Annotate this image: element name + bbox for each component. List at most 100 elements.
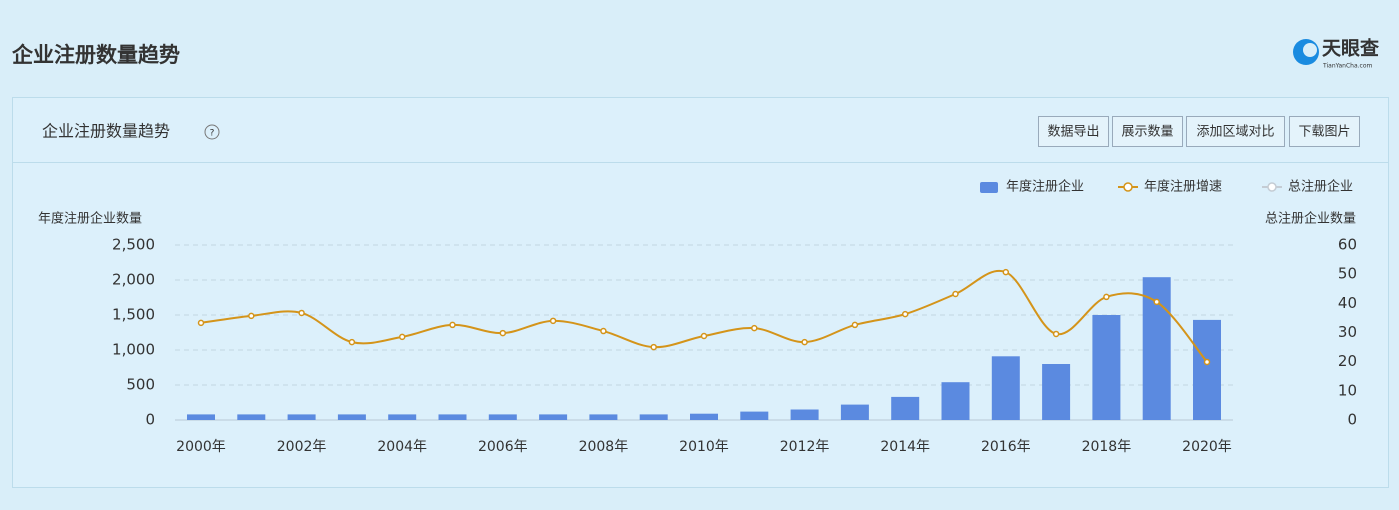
- y-tick-label: 500: [126, 376, 155, 394]
- legend-label[interactable]: 年度注册企业: [1006, 179, 1084, 195]
- button-frame[interactable]: [1112, 116, 1183, 147]
- line-marker: [449, 321, 456, 329]
- bar: [941, 382, 970, 420]
- y-tick-label: 1,500: [112, 306, 155, 324]
- line-marker: [499, 329, 507, 337]
- bar: [539, 414, 568, 420]
- button-label[interactable]: 数据导出: [1047, 125, 1099, 140]
- bar: [1092, 315, 1121, 420]
- x-tick-label: 2006年: [478, 439, 528, 455]
- line-marker: [1002, 268, 1010, 276]
- bar: [488, 414, 517, 420]
- toolbar-button[interactable]: 展示数量: [1112, 116, 1183, 147]
- button-frame[interactable]: [1038, 116, 1109, 147]
- bar: [337, 414, 366, 420]
- line-marker: [952, 290, 959, 298]
- chart: 年度注册企业数量 总注册企业数量 0 500 1,000 1,500 2,000 2,500 0…: [38, 179, 1357, 456]
- legend-item[interactable]: 总注册企业: [1262, 179, 1353, 195]
- toolbar: 数据导出 展示数量 添加区域对比 下载图片: [1038, 116, 1360, 147]
- y2-tick-label: 60: [1338, 236, 1357, 254]
- y2-tick-label: 0: [1347, 411, 1357, 429]
- x-tick-label: 2018年: [1082, 439, 1132, 455]
- bar: [740, 411, 769, 420]
- bar: [287, 414, 316, 420]
- line-marker: [1153, 298, 1160, 306]
- line-marker: [197, 319, 205, 327]
- bar: [237, 414, 266, 420]
- bar: [790, 409, 819, 420]
- x-tick-label: 2004年: [377, 439, 427, 455]
- toolbar-button[interactable]: 下载图片: [1289, 116, 1360, 147]
- x-tick-label: 2002年: [277, 439, 327, 455]
- line-marker: [549, 317, 557, 325]
- logo-subtext: TianYanCha.com: [1322, 63, 1372, 70]
- button-label[interactable]: 展示数量: [1121, 125, 1173, 140]
- bar: [1042, 364, 1071, 420]
- legend-swatch[interactable]: [1267, 182, 1277, 192]
- line-marker: [600, 327, 607, 335]
- line-marker: [298, 309, 305, 317]
- line-marker: [801, 338, 808, 346]
- y2-tick-label: 10: [1338, 381, 1357, 399]
- button-label[interactable]: 添加区域对比: [1196, 125, 1274, 140]
- legend-item[interactable]: 年度注册增速: [1118, 179, 1222, 195]
- bar: [589, 414, 618, 420]
- x-tick-label: 2014年: [880, 439, 930, 455]
- legend-label[interactable]: 年度注册增速: [1144, 179, 1222, 195]
- button-frame[interactable]: [1186, 116, 1285, 147]
- help-icon[interactable]: [204, 124, 220, 140]
- help-icon-mark: ?: [210, 129, 215, 139]
- y-tick-label: 2,000: [112, 271, 155, 289]
- page-title: 企业注册数量趋势: [11, 43, 180, 67]
- line-marker: [650, 343, 657, 351]
- bar: [690, 413, 718, 420]
- bar: [438, 414, 467, 420]
- legend-item[interactable]: 年度注册企业: [980, 179, 1084, 195]
- toolbar-button[interactable]: 添加区域对比: [1186, 116, 1285, 147]
- card: [12, 97, 1389, 488]
- legend-swatch[interactable]: [980, 182, 998, 193]
- y-tick-label: 1,000: [112, 341, 155, 359]
- logo: 天眼查 TianYanCha.com: [1293, 37, 1380, 70]
- line-marker: [1052, 330, 1060, 338]
- line-marker: [1103, 293, 1110, 301]
- button-frame[interactable]: [1289, 116, 1360, 147]
- x-tick-label: 2020年: [1182, 439, 1232, 455]
- line-marker: [901, 310, 909, 318]
- x-tick-label: 2010年: [679, 439, 729, 455]
- legend-swatch[interactable]: [1123, 182, 1133, 192]
- line-marker: [700, 332, 708, 340]
- legend-label[interactable]: 总注册企业: [1288, 179, 1353, 195]
- logo-icon: [1303, 43, 1317, 57]
- logo-text: 天眼查: [1322, 37, 1380, 60]
- bar: [187, 414, 215, 420]
- bar: [1142, 277, 1171, 420]
- line-marker: [751, 324, 758, 332]
- bar: [891, 396, 920, 420]
- y2-tick-label: 50: [1338, 265, 1357, 283]
- line: [200, 269, 1208, 363]
- button-label[interactable]: 下载图片: [1298, 125, 1350, 140]
- y-tick-label: 2,500: [112, 236, 155, 254]
- y2-tick-label: 40: [1338, 294, 1357, 312]
- card-title: 企业注册数量趋势: [42, 122, 170, 141]
- x-tick-label: 2016年: [981, 439, 1031, 455]
- toolbar-button[interactable]: 数据导出: [1038, 116, 1109, 147]
- line-marker: [348, 338, 356, 346]
- x-tick-label: 2008年: [579, 439, 629, 455]
- line-marker: [398, 333, 406, 341]
- y2-axis-title: 总注册企业数量: [1265, 211, 1356, 227]
- x-tick-label: 2000年: [176, 439, 226, 455]
- y2-tick-label: 20: [1338, 352, 1357, 370]
- y-axis-title: 年度注册企业数量: [38, 211, 142, 227]
- bar: [1193, 319, 1221, 420]
- bar: [639, 414, 668, 420]
- y2-tick-label: 30: [1338, 323, 1357, 341]
- line-marker: [851, 321, 859, 329]
- bar: [840, 404, 869, 420]
- y-tick-label: 0: [145, 411, 155, 429]
- bar: [991, 356, 1020, 420]
- x-tick-label: 2012年: [780, 439, 830, 455]
- bar: [388, 414, 417, 420]
